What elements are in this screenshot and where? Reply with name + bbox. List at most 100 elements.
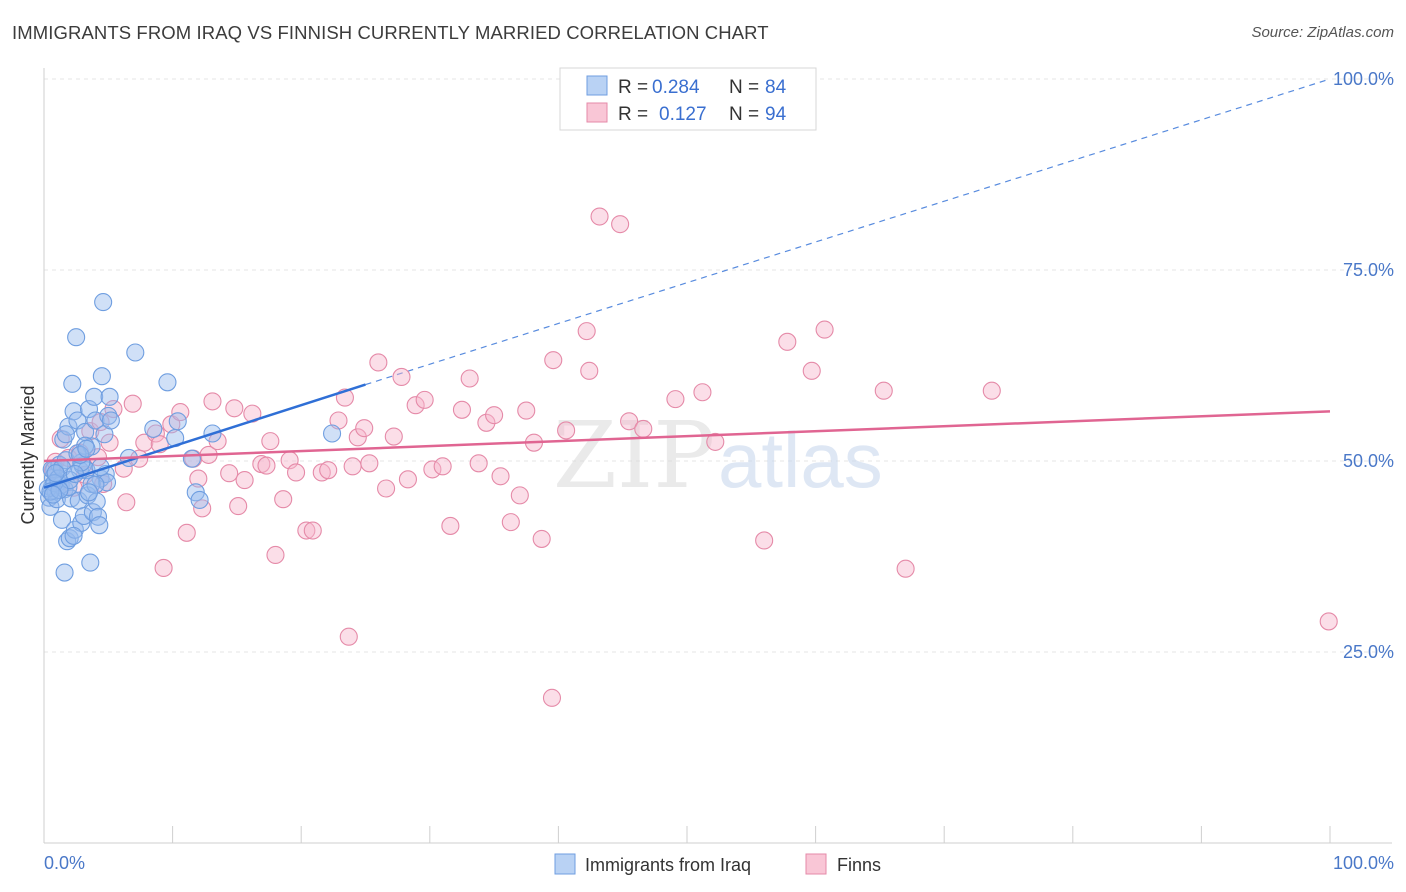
axes (43, 68, 1392, 844)
trend-iraq-extension (365, 78, 1331, 386)
point-iraq-20 (65, 520, 84, 539)
x-tick-label-max: 100.0% (1333, 853, 1394, 873)
legend-n-label-2: N = (729, 104, 759, 125)
point-finns-50 (355, 419, 374, 438)
legend-r-value-2: 0.127 (659, 104, 707, 125)
y-tick-labels: 25.0% 50.0% 75.0% 100.0% (1333, 69, 1394, 662)
point-iraq-27 (74, 506, 93, 526)
point-finns-68 (501, 513, 520, 532)
bottom-legend: Immigrants from Iraq Finns (554, 853, 881, 875)
legend-n-label-1: N = (729, 77, 759, 98)
point-finns-78 (611, 215, 630, 234)
point-finns-54 (384, 427, 403, 446)
bottom-legend-label-iraq: Immigrants from Iraq (585, 855, 751, 875)
point-iraq-19 (64, 402, 83, 421)
point-finns-49 (348, 428, 367, 447)
legend-box: R = 0.284 N = 84 R = 0.127 N = 94 (559, 67, 817, 131)
point-iraq-42 (94, 293, 113, 312)
point-finns-70 (517, 401, 536, 420)
trend-lines (43, 383, 1331, 489)
trend-iraq (43, 383, 366, 489)
watermark-zip: ZIP (553, 402, 715, 509)
point-finns-51 (360, 454, 379, 473)
point-finns-61 (441, 516, 460, 535)
point-iraq-45 (97, 473, 117, 492)
point-iraq-50 (126, 343, 145, 362)
point-iraq-41 (92, 367, 111, 386)
point-finns-88 (874, 381, 893, 400)
point-iraq-35 (85, 387, 104, 406)
point-finns-48 (343, 457, 362, 476)
x-tick-label-min: 0.0% (44, 853, 85, 873)
point-finns-67 (491, 467, 510, 486)
point-finns-74 (557, 421, 576, 440)
point-finns-81 (666, 390, 685, 409)
point-finns-77 (590, 207, 609, 226)
legend-r-label-1: R = (618, 77, 648, 98)
source-label: Source: ZipAtlas.com (1251, 24, 1394, 41)
point-iraq-32 (81, 553, 100, 572)
point-iraq-47 (100, 387, 119, 406)
point-finns-93 (542, 688, 562, 707)
point-iraq-77 (56, 425, 75, 444)
point-finns-53 (377, 479, 396, 498)
point-iraq-51 (144, 419, 163, 438)
point-iraq-52 (158, 373, 177, 392)
point-finns-43 (303, 521, 322, 540)
chart-title: IMMIGRANTS FROM IRAQ VS FINNISH CURRENTL… (12, 22, 769, 43)
trend-finns (43, 410, 1331, 463)
y-tick-label-100: 100.0% (1333, 69, 1394, 89)
point-finns-20 (154, 558, 173, 578)
point-finns-59 (423, 460, 442, 479)
point-finns-82 (693, 383, 712, 402)
point-iraq-83 (43, 485, 63, 504)
point-finns-45 (319, 461, 338, 480)
y-axis-title: Currently Married (18, 385, 38, 524)
point-iraq-21 (67, 328, 86, 347)
point-finns-57 (406, 396, 425, 415)
point-iraq-39 (90, 516, 109, 535)
point-finns-15 (123, 394, 142, 413)
point-iraq-60 (55, 563, 74, 582)
point-finns-25 (189, 469, 208, 488)
point-finns-86 (802, 361, 821, 380)
point-finns-72 (532, 529, 551, 548)
point-finns-91 (1319, 612, 1338, 631)
point-finns-31 (225, 399, 244, 418)
bottom-legend-swatch-finns (805, 853, 827, 875)
point-finns-73 (544, 351, 563, 370)
point-finns-92 (339, 627, 358, 646)
point-finns-85 (778, 332, 797, 351)
point-iraq-57 (190, 490, 209, 510)
point-finns-33 (235, 471, 254, 490)
series-iraq-points (38, 293, 342, 582)
bottom-legend-label-finns: Finns (837, 855, 881, 875)
point-finns-32 (229, 497, 248, 516)
legend-swatch-iraq (586, 75, 608, 96)
point-finns-23 (177, 523, 196, 542)
point-finns-39 (274, 490, 293, 509)
point-finns-55 (392, 367, 411, 387)
point-finns-65 (477, 413, 496, 432)
point-finns-90 (982, 381, 1001, 400)
grid-lines (44, 78, 1392, 653)
point-iraq-67 (86, 475, 105, 494)
legend-r-value-1: 0.284 (652, 77, 700, 98)
series-finns-points (43, 207, 1338, 707)
point-finns-36 (257, 456, 276, 475)
point-iraq-74 (79, 483, 99, 502)
point-finns-7 (81, 422, 100, 441)
bottom-legend-swatch-iraq (554, 853, 576, 875)
point-finns-62 (452, 400, 472, 419)
point-finns-75 (577, 322, 596, 341)
legend-swatch-finns (586, 102, 608, 123)
point-finns-42 (297, 521, 316, 540)
point-finns-84 (755, 531, 774, 550)
y-tick-label-25: 25.0% (1343, 642, 1394, 662)
point-finns-56 (398, 470, 417, 489)
point-finns-69 (510, 486, 529, 505)
trend-extension (365, 78, 1331, 386)
point-iraq-54 (168, 412, 187, 431)
point-finns-14 (117, 493, 136, 512)
point-finns-58 (415, 390, 434, 409)
